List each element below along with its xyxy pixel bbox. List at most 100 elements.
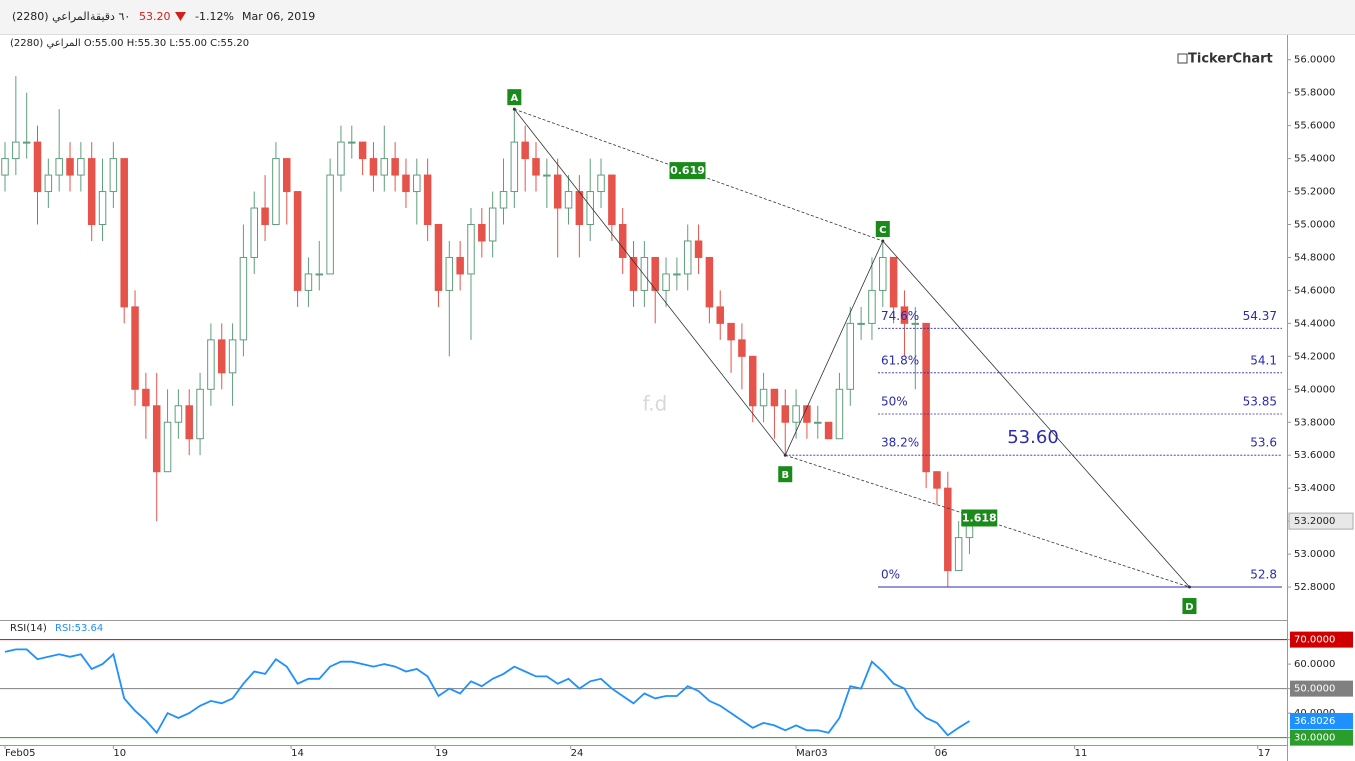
ratio-bg — [961, 509, 998, 527]
candle-body — [543, 174, 551, 177]
pattern-label: D — [1185, 602, 1193, 613]
y-tick-label: 55.4000 — [1294, 154, 1335, 165]
candle-body — [120, 158, 128, 308]
candle-body — [98, 191, 107, 226]
pattern-point — [783, 453, 787, 457]
candle-body — [727, 322, 735, 341]
y-tick-label: 54.2000 — [1294, 351, 1335, 362]
watermark: f.d — [643, 392, 668, 416]
x-tick-label: 14 — [291, 748, 304, 759]
candle-body — [174, 405, 183, 423]
x-tick-label: Mar03 — [796, 748, 828, 759]
candle-body — [824, 421, 833, 440]
candle-body — [944, 487, 952, 572]
x-tick-label: 19 — [435, 748, 448, 759]
pattern-point — [512, 107, 516, 111]
fib-percent: 50% — [881, 395, 908, 409]
candle-body — [781, 405, 790, 423]
rsi-last-tag — [1290, 712, 1353, 729]
candle-body — [326, 174, 334, 275]
candle-body — [814, 421, 822, 424]
down-arrow — [175, 12, 186, 21]
rsi-tick-label: 60.0000 — [1294, 659, 1335, 670]
y-tick-label: 53.0000 — [1294, 549, 1335, 560]
candle-body — [759, 388, 768, 407]
candle-body — [152, 405, 161, 473]
candle-body — [1, 158, 9, 176]
candle-body — [662, 273, 670, 291]
fib-value: 54.37 — [1243, 309, 1277, 323]
candle-body — [315, 273, 324, 276]
candle-body — [217, 339, 226, 374]
pattern-label-bg — [507, 89, 522, 106]
candle-body — [792, 405, 800, 423]
y-tick-label: 56.0000 — [1294, 55, 1335, 66]
candle-body — [163, 421, 172, 473]
rsi-level-label: 70.0000 — [1294, 635, 1335, 646]
candle-body — [933, 471, 941, 489]
candle-body — [55, 158, 63, 176]
candle-body — [22, 141, 31, 144]
x-tick-label: 06 — [935, 748, 948, 759]
candle-body — [413, 174, 421, 193]
x-tick-label: 11 — [1075, 748, 1088, 759]
fib-highlight: 53.60 — [1007, 427, 1059, 448]
rsi-level-tag — [1290, 729, 1353, 746]
y-tick-label: 54.0000 — [1294, 384, 1335, 395]
candle-body — [597, 174, 605, 193]
fib-value: 53.6 — [1250, 436, 1277, 450]
candle-body — [868, 289, 876, 324]
candle-body — [954, 537, 963, 572]
candle-body — [618, 224, 627, 258]
pattern-point — [1187, 585, 1191, 589]
candle-body — [651, 256, 659, 291]
last-price-label: 53.2000 — [1294, 516, 1335, 527]
candle-body — [889, 256, 898, 308]
y-tick-label: 53.6000 — [1294, 450, 1335, 461]
candle-body — [423, 174, 432, 226]
candle-body — [608, 174, 616, 226]
ratio-label: 1.618 — [962, 511, 997, 524]
rsi-level-tag — [1290, 631, 1353, 648]
candle-body — [857, 322, 865, 325]
x-tick-label: 17 — [1258, 748, 1271, 759]
candle-body — [109, 158, 118, 193]
price: 53.20 — [139, 10, 171, 23]
x-tick-label: Feb05 — [5, 748, 35, 759]
candle-body — [478, 224, 486, 242]
candle-body — [705, 256, 714, 308]
date: Mar 06, 2019 — [242, 10, 315, 23]
candle-body — [293, 191, 302, 291]
candle-body — [44, 174, 53, 193]
candle-body — [683, 240, 692, 275]
fib-value: 54.1 — [1250, 353, 1277, 367]
pattern-line — [514, 108, 786, 456]
candle-body — [207, 339, 215, 390]
rsi-legend: RSI:53.64 — [55, 623, 103, 634]
x-tick-label: 24 — [571, 748, 584, 759]
candle-body — [640, 256, 649, 291]
pattern-label: B — [781, 470, 789, 481]
candle-body — [12, 141, 20, 160]
y-tick-label: 53.8000 — [1294, 417, 1335, 428]
candle-body — [521, 141, 529, 160]
candle-body — [304, 273, 313, 291]
candle-body — [131, 306, 139, 390]
y-tick-label: 54.8000 — [1294, 252, 1335, 263]
change: -1.12% — [195, 10, 234, 23]
fib-percent: 74.6% — [881, 309, 919, 323]
candle-body — [564, 191, 573, 209]
candle-body — [922, 322, 930, 473]
rsi-name: RSI(14) — [10, 623, 47, 634]
candle-body — [33, 141, 42, 193]
candle-body — [532, 158, 540, 176]
candle-body — [456, 256, 464, 275]
candle-body — [770, 388, 779, 407]
fib-value: 53.85 — [1243, 395, 1277, 409]
candle-body — [228, 339, 237, 374]
candle-body — [261, 207, 269, 226]
logo-icon — [1177, 53, 1188, 64]
candle-body — [185, 405, 193, 440]
candle-body — [467, 224, 475, 275]
candle-body — [716, 306, 724, 324]
